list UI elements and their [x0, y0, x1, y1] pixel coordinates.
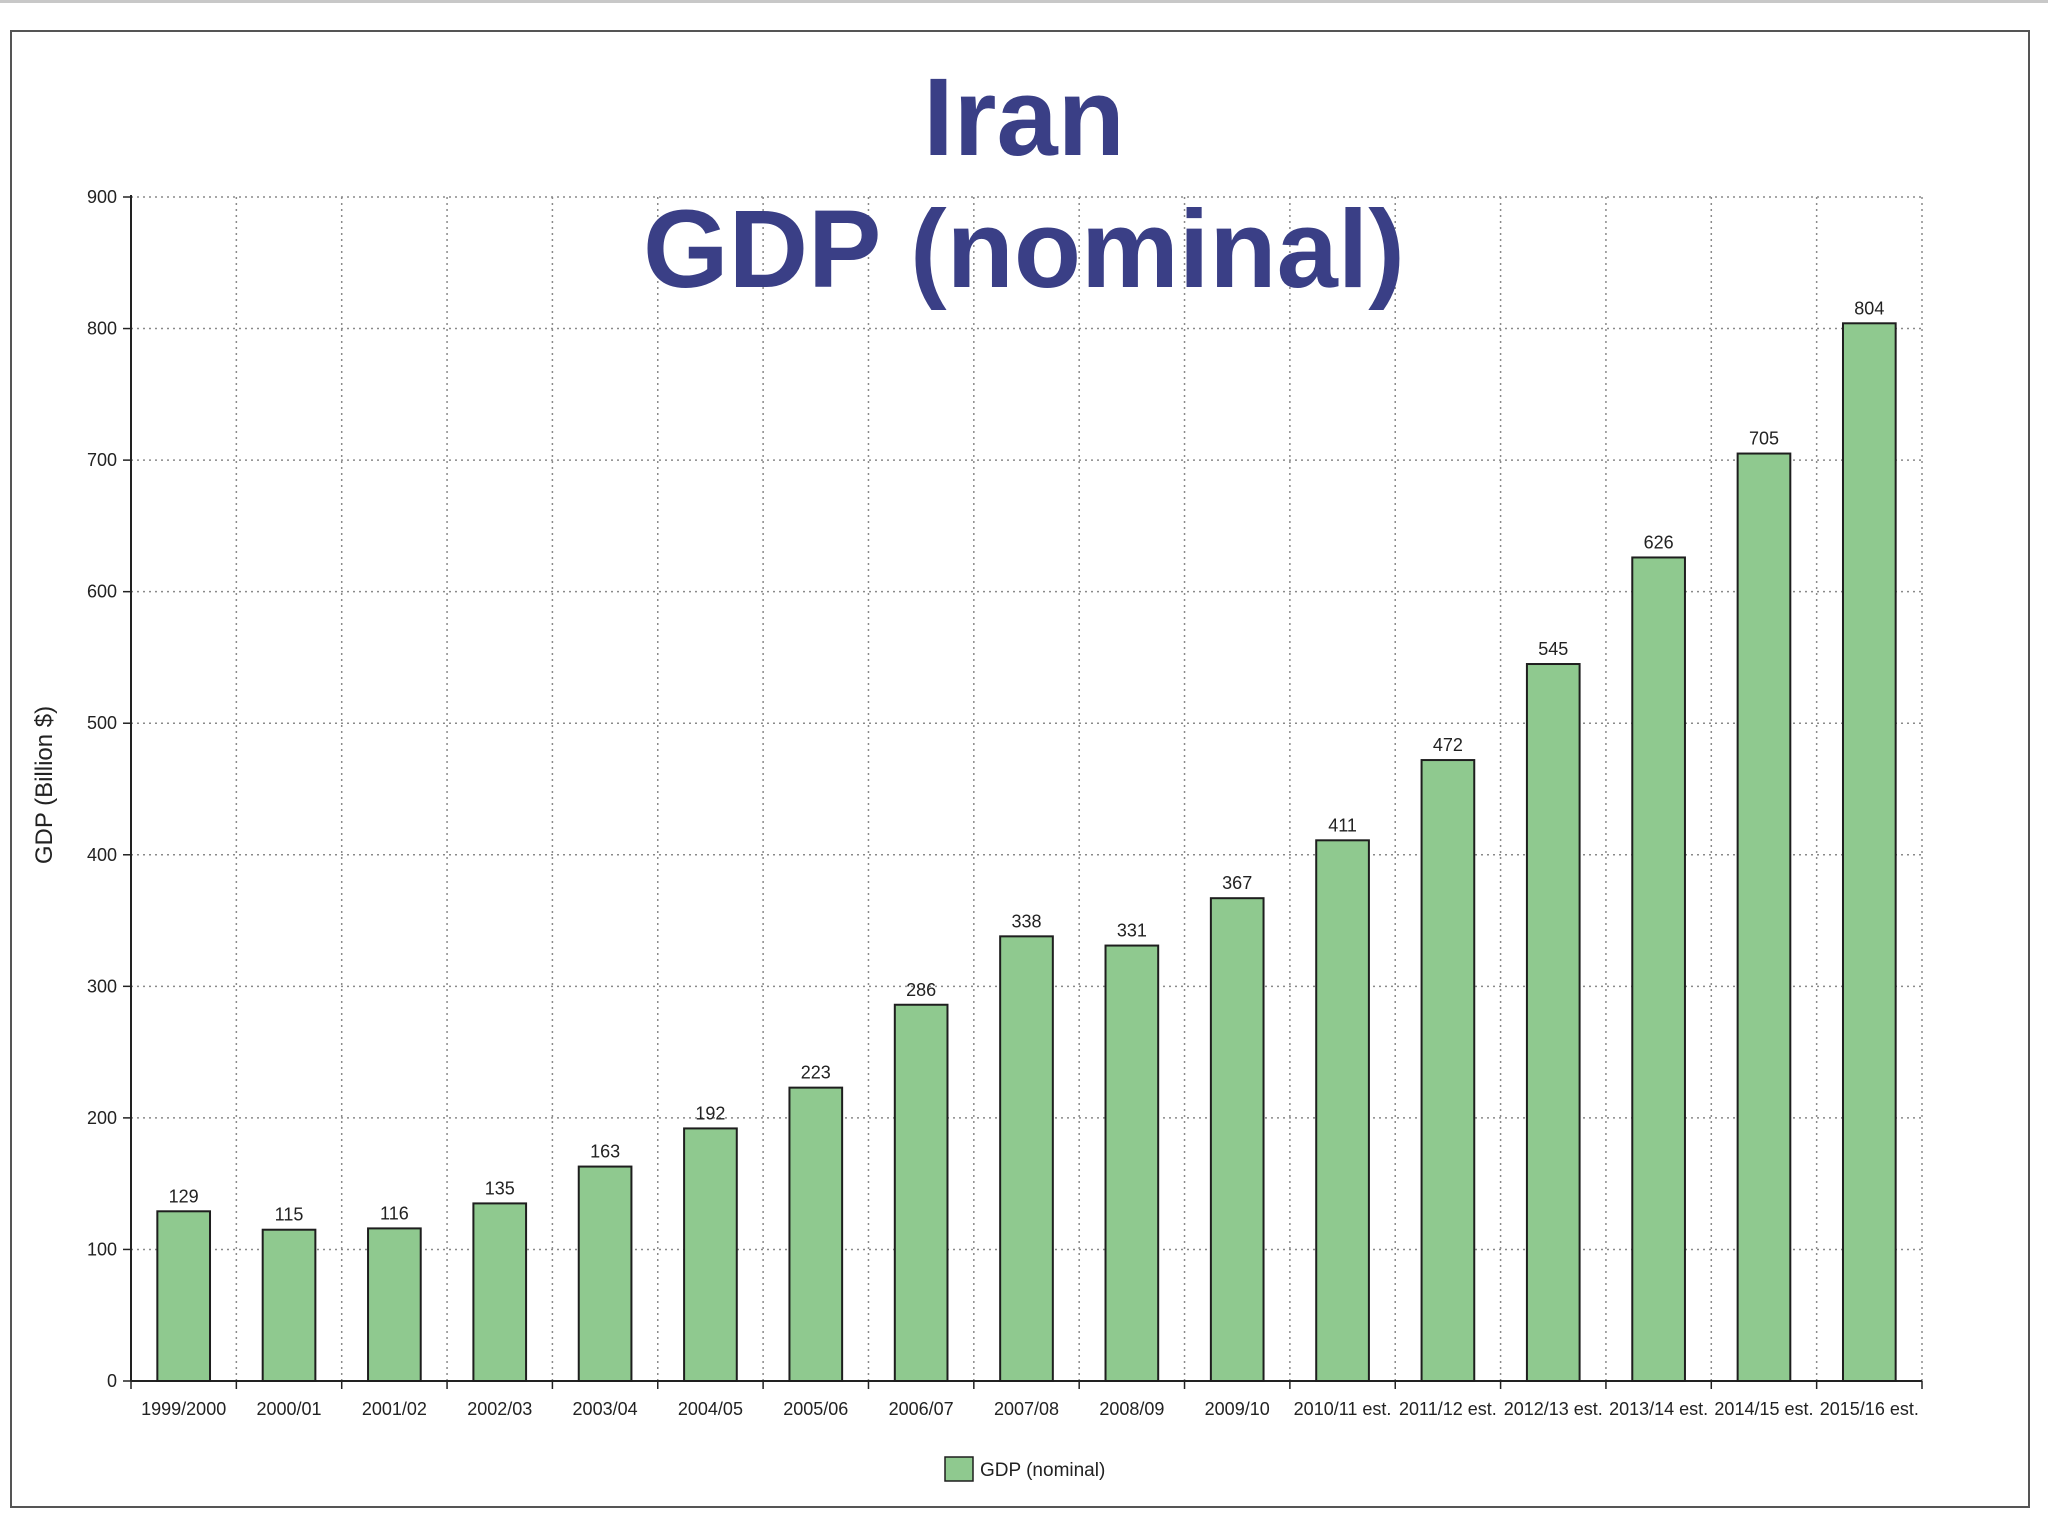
y-tick-label: 300 — [87, 976, 117, 996]
bar — [577, 1165, 633, 1383]
bar — [788, 1086, 844, 1382]
x-tick-label: 2007/08 — [994, 1399, 1059, 1419]
data-label: 705 — [1749, 429, 1779, 449]
data-label: 411 — [1328, 815, 1357, 835]
data-label: 338 — [1011, 911, 1041, 931]
data-label: 545 — [1538, 639, 1568, 659]
y-tick-label: 100 — [87, 1239, 117, 1259]
bar — [156, 1210, 212, 1382]
label-layer: 0 100 200 300 400 500 600 700 800 900 129 1999/2000… — [87, 187, 1919, 1419]
bar — [1420, 759, 1476, 1382]
bar-layer — [156, 322, 1897, 1383]
x-tick-label: 2014/15 est. — [1714, 1399, 1813, 1419]
legend-swatch — [944, 1456, 974, 1482]
bar — [1315, 839, 1370, 1382]
x-tick-label: 2006/07 — [889, 1399, 954, 1419]
x-tick-label: 2000/01 — [256, 1399, 321, 1419]
top-border-line — [0, 0, 2048, 3]
bar — [1736, 452, 1792, 1382]
x-tick-label: 2012/13 est. — [1504, 1399, 1603, 1419]
bar — [1631, 556, 1686, 1382]
bar — [472, 1202, 528, 1383]
y-tick-label: 500 — [87, 713, 117, 733]
data-label: 626 — [1644, 532, 1674, 552]
bar — [1209, 897, 1265, 1382]
x-tick-label: 2003/04 — [573, 1399, 638, 1419]
y-axis-title: GDP (Billion $) — [31, 706, 58, 864]
bar — [999, 935, 1054, 1382]
x-tick-label: 2001/02 — [362, 1399, 427, 1419]
y-tick-label: 900 — [87, 187, 117, 207]
data-label: 163 — [590, 1142, 620, 1162]
y-tick-label: 800 — [87, 319, 117, 339]
y-tick-label: 0 — [107, 1371, 117, 1391]
x-tick-label: 2008/09 — [1099, 1399, 1164, 1419]
y-tick-label: 200 — [87, 1108, 117, 1128]
x-tick-label: 2013/14 est. — [1609, 1399, 1708, 1419]
bar — [683, 1127, 738, 1382]
x-tick-label: 2010/11 est. — [1294, 1399, 1392, 1419]
x-tick-label: 2011/12 est. — [1399, 1399, 1497, 1419]
data-label: 135 — [485, 1178, 515, 1198]
data-label: 286 — [906, 980, 936, 1000]
legend: GDP (nominal) — [944, 1456, 1105, 1482]
data-label: 331 — [1117, 921, 1147, 941]
legend-label: GDP (nominal) — [980, 1460, 1105, 1481]
y-tick-label: 400 — [87, 845, 117, 865]
x-tick-label: 2002/03 — [467, 1399, 532, 1419]
bar — [1525, 663, 1581, 1382]
data-label: 804 — [1854, 298, 1884, 318]
data-label: 129 — [169, 1186, 199, 1206]
x-tick-label: 1999/2000 — [141, 1399, 226, 1419]
data-label: 192 — [695, 1103, 725, 1123]
x-tick-label: 2015/16 est. — [1820, 1399, 1919, 1419]
x-tick-label: 2005/06 — [783, 1399, 848, 1419]
bar — [893, 1003, 949, 1382]
y-tick-label: 700 — [87, 450, 117, 470]
bar — [1104, 944, 1160, 1382]
data-label: 472 — [1433, 735, 1463, 755]
data-label: 115 — [275, 1205, 304, 1225]
bar — [1841, 322, 1897, 1382]
x-tick-label: 2004/05 — [678, 1399, 743, 1419]
bar — [367, 1227, 422, 1382]
data-label: 116 — [380, 1203, 409, 1223]
data-label: 367 — [1222, 873, 1252, 893]
chart-title: Iran — [923, 56, 1125, 179]
chart-subtitle: GDP (nominal) — [643, 188, 1405, 311]
x-tick-label: 2009/10 — [1205, 1399, 1270, 1419]
bar — [261, 1228, 317, 1382]
data-label: 223 — [801, 1063, 831, 1083]
y-tick-label: 600 — [87, 582, 117, 602]
